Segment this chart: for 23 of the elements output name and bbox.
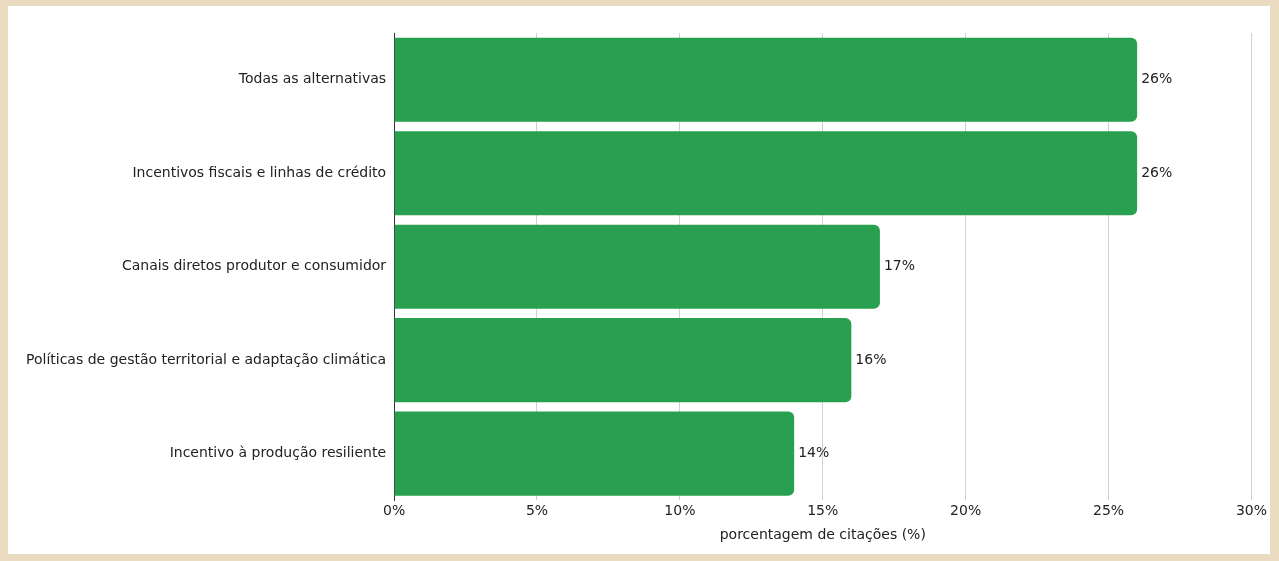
x-tick-label: 15%	[807, 502, 839, 519]
data-label: 14%	[798, 444, 830, 461]
y-tick-label: Políticas de gestão territorial e adaptação climática	[25, 350, 387, 367]
data-label: 26%	[1141, 70, 1173, 87]
bar	[394, 318, 852, 403]
x-tick-label: 0%	[382, 502, 406, 519]
y-tick-label: Incentivos fiscais e linhas de crédito	[132, 163, 387, 180]
bar	[394, 37, 1138, 122]
x-tick-label: 30%	[1235, 502, 1267, 519]
y-tick-label: Canais diretos produtor e consumidor	[121, 257, 387, 274]
data-label: 16%	[855, 350, 887, 367]
y-tick-label: Todas as alternativas	[237, 70, 387, 87]
data-label: 26%	[1141, 163, 1173, 180]
x-tick-label: 20%	[950, 502, 982, 519]
x-axis-title: porcentagem de citações (%)	[719, 526, 926, 543]
data-label: 17%	[883, 257, 916, 274]
bar	[394, 411, 795, 496]
x-tick-label: 10%	[664, 502, 696, 519]
y-tick-label: Incentivo à produção resiliente	[169, 444, 387, 461]
x-tick-label: 25%	[1092, 502, 1125, 519]
x-tick-label: 5%	[525, 502, 549, 519]
bar	[394, 224, 880, 309]
bar	[394, 131, 1138, 216]
